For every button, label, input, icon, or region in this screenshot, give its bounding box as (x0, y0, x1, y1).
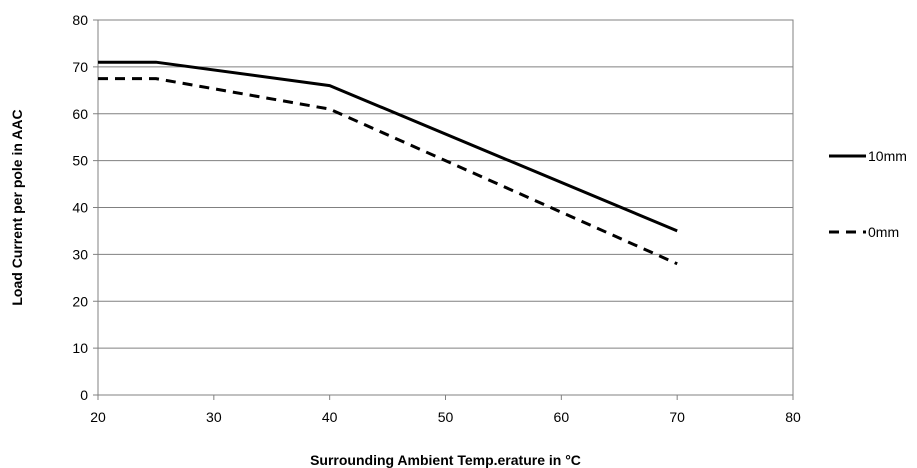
x-tick-label-30: 30 (206, 409, 222, 425)
y-tick-label-0: 0 (80, 387, 88, 403)
y-tick-label-50: 50 (72, 153, 88, 169)
series-line-10mm (98, 60, 678, 233)
x-tick-label-40: 40 (322, 409, 338, 425)
series-line-0mm (98, 77, 678, 266)
y-axis-label: Load Current per pole in AAC (9, 109, 25, 305)
y-tick-label-10: 10 (72, 340, 88, 356)
x-tick-label-50: 50 (438, 409, 454, 425)
y-tick-label-30: 30 (72, 246, 88, 262)
y-axis-ticks: 0 10 20 30 40 50 60 70 80 (72, 12, 98, 403)
legend: 10mm 0mm (829, 148, 907, 240)
x-tick-label-70: 70 (669, 409, 685, 425)
y-tick-label-40: 40 (72, 200, 88, 216)
y-tick-label-70: 70 (72, 59, 88, 75)
x-axis-ticks: 20 30 40 50 60 70 80 (90, 395, 801, 425)
legend-label-0mm: 0mm (868, 224, 899, 240)
x-tick-label-80: 80 (785, 409, 801, 425)
series-lines (98, 60, 678, 266)
legend-label-10mm: 10mm (868, 148, 907, 164)
x-tick-label-20: 20 (90, 409, 106, 425)
y-tick-label-80: 80 (72, 12, 88, 28)
x-tick-label-60: 60 (554, 409, 570, 425)
gridlines (98, 19, 793, 396)
y-tick-label-20: 20 (72, 293, 88, 309)
y-tick-label-60: 60 (72, 106, 88, 122)
x-axis-label: Surrounding Ambient Temp.erature in °C (310, 452, 581, 468)
